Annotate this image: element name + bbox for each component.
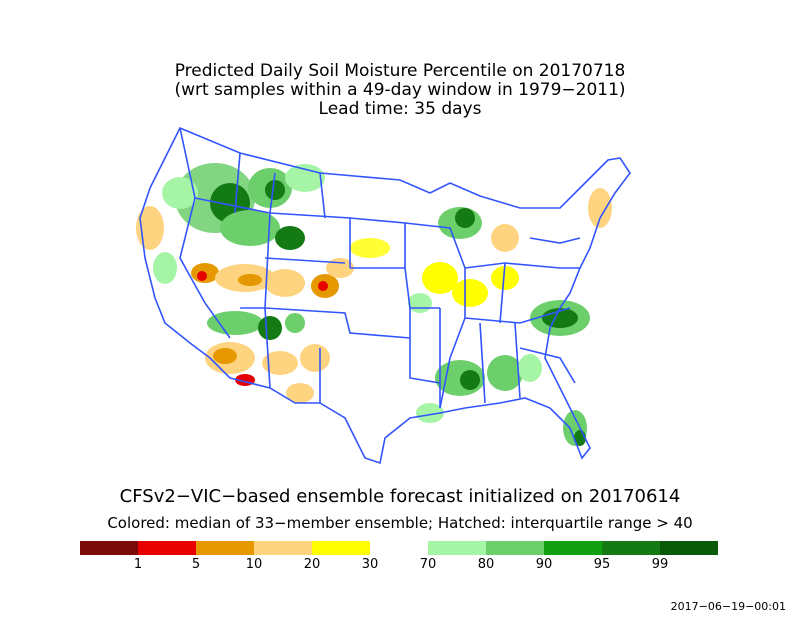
timestamp: 2017−06−19−00:01: [670, 600, 786, 613]
legend-swatch: [486, 541, 544, 555]
legend-swatch: [370, 541, 428, 555]
color-legend: [80, 541, 720, 555]
forecast-subtitle: CFSv2−VIC−based ensemble forecast initia…: [119, 486, 681, 507]
legend-swatch: [138, 541, 196, 555]
legend-tick-label: 5: [191, 557, 201, 572]
map-title-line-1: Predicted Daily Soil Moisture Percentile…: [174, 61, 626, 81]
legend-swatch: [80, 541, 138, 555]
legend-swatch: [196, 541, 254, 555]
legend-tick-label: 1: [133, 557, 143, 572]
legend-swatch: [312, 541, 370, 555]
legend-swatch: [254, 541, 312, 555]
legend-note: Colored: median of 33−member ensemble; H…: [107, 514, 693, 532]
legend-swatch: [544, 541, 602, 555]
map-title-line-3: Lead time: 35 days: [318, 99, 482, 119]
state-boundaries: [139, 126, 631, 465]
legend-tick-label: 20: [303, 557, 321, 572]
us-soil-moisture-map: [136, 126, 631, 465]
legend-tick-label: 99: [651, 557, 669, 572]
legend-swatch: [660, 541, 718, 555]
legend-tick-label: 70: [419, 557, 437, 572]
legend-tick-label: 90: [535, 557, 553, 572]
legend-swatch: [428, 541, 486, 555]
legend-swatch: [602, 541, 660, 555]
legend-tick-label: 95: [593, 557, 611, 572]
legend-tick-label: 80: [477, 557, 495, 572]
map-title-line-2: (wrt samples within a 49-day window in 1…: [174, 80, 626, 100]
legend-tick-label: 30: [361, 557, 379, 572]
legend-tick-label: 10: [245, 557, 263, 572]
percentile-patches: [136, 163, 612, 446]
